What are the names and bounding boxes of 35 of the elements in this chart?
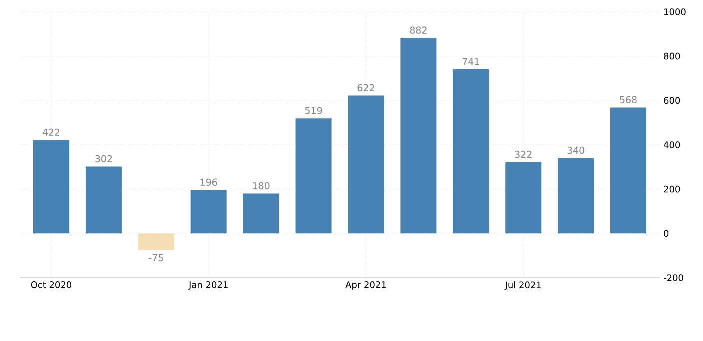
y-tick-label: 600	[664, 97, 680, 104]
bar	[610, 108, 647, 234]
bar	[558, 158, 594, 234]
x-tick-label: Oct 2020	[31, 282, 72, 288]
y-tick-label: -200	[664, 274, 684, 282]
y-tick-label: 800	[664, 52, 680, 60]
data-label: 741	[462, 58, 480, 66]
y-tick-label: 400	[664, 142, 680, 148]
y-tick-label: 200	[664, 186, 680, 193]
bar	[348, 96, 384, 234]
y-tick-label: 1000	[664, 8, 686, 16]
data-label: -75	[149, 254, 164, 262]
y-tick-label: 0	[664, 230, 669, 238]
bar	[86, 166, 122, 234]
bar	[506, 162, 542, 234]
bar	[400, 38, 437, 234]
data-label: 322	[515, 150, 532, 158]
data-label: 422	[42, 128, 60, 136]
data-label: 196	[200, 178, 218, 186]
data-label: 180	[253, 182, 270, 190]
bar	[190, 190, 227, 234]
data-label: 568	[620, 96, 637, 104]
bar	[243, 194, 280, 234]
x-tick-label: Jan 2021	[188, 282, 228, 290]
bar	[138, 234, 174, 250]
bar	[33, 140, 70, 234]
x-tick-label: Apr 2021	[346, 282, 386, 290]
data-label: 519	[305, 107, 322, 114]
bar	[453, 69, 490, 234]
data-label: 340	[568, 146, 584, 154]
bar	[296, 118, 332, 234]
x-tick-label: Jul 2021	[504, 282, 542, 290]
data-label: 882	[410, 26, 427, 34]
data-label: 622	[358, 84, 374, 92]
data-label: 302	[96, 155, 112, 163]
